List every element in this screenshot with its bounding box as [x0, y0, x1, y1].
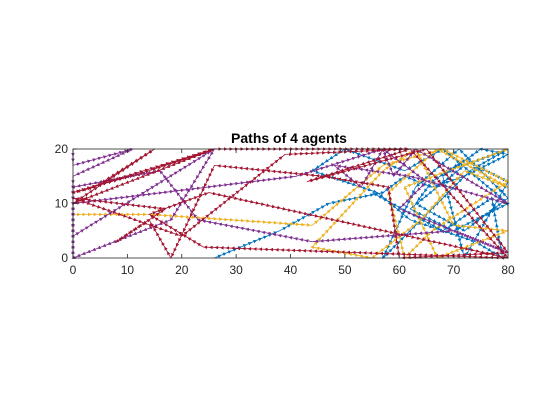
series-2-segment-18-markers — [439, 230, 505, 258]
series-2-segment-0-markers — [77, 212, 147, 217]
series-3-segment-5-markers — [170, 151, 214, 222]
series-0-segment-29-markers — [315, 170, 377, 193]
series-2-segment-16-markers — [415, 151, 454, 225]
series-4-segment-12-markers — [386, 185, 401, 255]
series-2-segment-15-markers — [385, 148, 417, 170]
series-0-segment-15-markers — [466, 199, 506, 230]
series-2-segment-19-markers — [404, 186, 438, 255]
series-2-segment-14-markers — [313, 172, 381, 246]
series-4-segment-13-markers — [321, 174, 385, 189]
series-0-segment-3-markers — [385, 178, 403, 192]
x-tick-label: 20 — [175, 263, 189, 277]
series-3-segment-13-markers — [410, 175, 505, 205]
series-3-segment-18-markers — [401, 183, 425, 207]
axes: 0 10 20 30 40 50 60 70 80 0 10 20 — [55, 142, 515, 277]
series-0-segment-35-markers — [373, 193, 440, 231]
series-0-segment-2-markers — [332, 191, 385, 205]
series-4-segment-9-markers — [310, 148, 426, 183]
chart-title: Paths of 4 agents — [231, 130, 347, 146]
series-4-segment-19-markers — [75, 197, 162, 211]
series-2-line — [73, 148, 509, 259]
series-0-segment-34-markers — [444, 198, 490, 230]
series-2-segment-4-markers — [445, 149, 509, 182]
y-tick-label: 0 — [61, 251, 68, 265]
series-0-segment-1-markers — [282, 202, 330, 231]
series-3-segment-9-markers — [299, 148, 382, 177]
series-0-segment-9-markers — [442, 179, 466, 259]
series-4-segment-2-markers — [73, 148, 212, 204]
series-4 — [71, 147, 509, 260]
series-0-segment-22-markers — [411, 166, 463, 208]
series-4-segment-6-markers — [76, 149, 212, 194]
series-0-segment-10-markers — [465, 184, 507, 256]
series-0-segment-20-markers — [472, 150, 506, 171]
series-layer — [71, 147, 510, 260]
series-2-segment-6-markers — [407, 232, 431, 256]
series-0-segment-25-markers — [443, 149, 506, 203]
series-0-segment-14-markers — [418, 203, 466, 232]
series-2-segment-12-markers — [371, 221, 419, 259]
series-3-segment-22-markers — [196, 218, 309, 243]
series-3-segment-0-markers — [71, 153, 75, 163]
series-4-segment-8-markers — [308, 148, 407, 182]
series-0-segment-13-markers — [417, 183, 431, 202]
x-tick-label: 10 — [121, 263, 135, 277]
series-2-segment-1-markers — [153, 212, 311, 227]
series-4-segment-25-markers — [149, 214, 201, 247]
x-tick-label: 0 — [70, 263, 77, 277]
series-3-segment-24-markers — [71, 169, 157, 189]
series-2-segment-3-markers — [386, 148, 444, 166]
series-3-segment-4-markers — [75, 148, 216, 236]
series-4-segment-24-markers — [203, 245, 504, 260]
series-2-segment-21-markers — [451, 148, 508, 172]
series-4-segment-3-markers — [75, 150, 153, 203]
series-3-segment-11-markers — [395, 148, 416, 175]
x-tick-label: 80 — [501, 263, 515, 277]
x-tick-label: 40 — [284, 263, 298, 277]
x-tick-label: 60 — [393, 263, 407, 277]
series-4-segment-1-markers — [152, 148, 214, 172]
series-0-segment-16-markers — [459, 149, 507, 197]
series-3-segment-14-markers — [337, 164, 407, 178]
series-0-segment-28-markers — [311, 149, 343, 172]
series-3-segment-10-markers — [382, 152, 395, 177]
series-0-segment-24-markers — [456, 202, 510, 231]
series-4-segment-4-markers — [97, 149, 153, 186]
series-4-segment-21-markers — [183, 156, 283, 236]
y-tick-label: 20 — [55, 142, 69, 156]
series-4-segment-27-markers — [212, 191, 507, 259]
x-tick-label: 50 — [338, 263, 352, 277]
series-2-segment-10-markers — [464, 170, 505, 188]
series-3-segment-21-markers — [314, 229, 450, 243]
y-tick-label: 10 — [55, 197, 69, 211]
series-4-segment-15-markers — [171, 168, 215, 257]
series-4-segment-22-markers — [289, 147, 409, 157]
series-3-segment-20-markers — [454, 230, 505, 253]
series-0-segment-30-markers — [379, 193, 409, 219]
series-3-segment-16-markers — [361, 151, 382, 185]
series-4-segment-10-markers — [427, 151, 507, 251]
series-3-segment-17-markers — [385, 150, 425, 181]
series-3-segment-12-markers — [418, 149, 508, 204]
series-0-segment-17-markers — [416, 150, 458, 187]
series-4-segment-16-markers — [150, 222, 171, 256]
series-0-segment-33-markers — [490, 196, 504, 255]
series-4-segment-18-markers — [118, 209, 165, 241]
x-tick-label: 70 — [447, 263, 461, 277]
series-4-segment-14-markers — [217, 164, 320, 178]
series-2-segment-9-markers — [440, 149, 507, 187]
x-tick-label: 30 — [229, 263, 243, 277]
series-3-segment-2-markers — [75, 149, 130, 176]
series-0-segment-31-markers — [413, 219, 475, 242]
series-2-segment-7-markers — [387, 191, 406, 255]
series-3-segment-1-markers — [76, 148, 134, 166]
series-3-segment-23-markers — [159, 170, 197, 218]
series-4-segment-26-markers — [152, 192, 208, 215]
series-4-segment-23-markers — [411, 150, 508, 257]
series-3 — [71, 148, 509, 259]
series-2-segment-11-markers — [422, 172, 464, 218]
